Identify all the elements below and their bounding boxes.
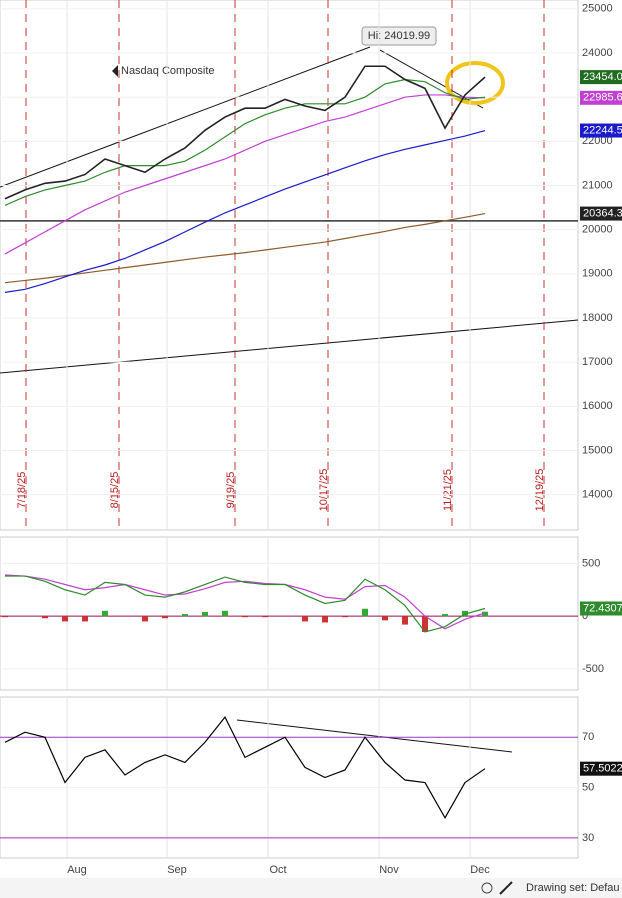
- y-tick-label: 19000: [582, 268, 613, 280]
- y-tick-label: 20000: [582, 224, 613, 236]
- chart-title: Nasdaq Composite: [121, 65, 215, 77]
- rsi-line: [4, 716, 486, 819]
- x-tick-label: Dec: [470, 864, 490, 876]
- macd-histogram: [342, 616, 348, 618]
- macd-histogram: [162, 616, 168, 619]
- y-tick-label: 22000: [582, 135, 613, 147]
- last-value-box: [580, 70, 622, 85]
- series-line: [4, 212, 486, 284]
- last-value-label: 20364.3: [583, 207, 622, 219]
- rsi-tick-label: 30: [582, 832, 594, 844]
- y-tick-label: 16000: [582, 400, 613, 412]
- date-marker-label: 7/18/25: [16, 472, 28, 509]
- price-panel: [0, 0, 579, 531]
- macd-histogram: [402, 616, 408, 625]
- last-value-label: 23454.0: [583, 71, 622, 83]
- draw-icon: [499, 881, 513, 895]
- date-marker-label: 11/21/25: [442, 469, 454, 511]
- last-value-label: 57.5022: [583, 763, 622, 775]
- macd-histogram: [262, 616, 268, 618]
- highlight: [445, 61, 505, 105]
- macd-histogram: [482, 611, 488, 617]
- x-tick-label: Oct: [269, 864, 286, 876]
- macd-histogram: [2, 616, 8, 618]
- macd-histogram: [182, 614, 188, 617]
- last-value-label: 22985.6: [583, 92, 622, 104]
- y-tick-label: 18000: [582, 312, 613, 324]
- macd-histogram: [62, 616, 68, 622]
- macd-tick-label: 0: [582, 610, 588, 622]
- toolbar-text: Drawing set: Defau: [526, 882, 620, 894]
- macd-histogram: [442, 614, 448, 617]
- macd-histogram: [382, 616, 388, 621]
- x-tick-label: Aug: [67, 864, 87, 876]
- trendline: [379, 49, 484, 109]
- trendline: [0, 319, 579, 374]
- macd-tick-label: -500: [582, 663, 604, 675]
- macd-histogram: [142, 616, 148, 622]
- rsi-tick-label: 50: [582, 781, 594, 793]
- crosshair-icon: [481, 882, 493, 894]
- macd-histogram: [222, 610, 228, 617]
- last-value-box: [580, 123, 622, 138]
- date-marker-label: 12/19/25: [534, 469, 546, 512]
- x-tick-label: Nov: [379, 864, 399, 876]
- last-value-label: 22244.5: [583, 124, 622, 136]
- macd-histogram: [102, 610, 108, 617]
- last-value-box: [580, 90, 622, 105]
- date-marker-label: 8/15/25: [109, 472, 121, 509]
- macd-signal: [4, 574, 486, 630]
- date-marker-label: 9/19/25: [225, 472, 237, 509]
- last-value-label: 72.4307: [583, 602, 622, 614]
- macd-line: [5, 575, 486, 633]
- macd-histogram: [82, 616, 88, 622]
- macd-histogram: [242, 616, 248, 618]
- macd-histogram: [42, 616, 48, 619]
- macd-tick-label: 500: [582, 557, 600, 569]
- macd-histogram: [202, 611, 208, 617]
- annotation: Hi: 24019.99: [368, 30, 430, 42]
- macd-panel: [0, 536, 579, 691]
- series-line: [4, 94, 486, 255]
- title-arrow: [112, 65, 118, 77]
- macd-histogram: [322, 616, 328, 623]
- y-tick-label: 25000: [582, 3, 613, 15]
- macd-histogram: [422, 616, 428, 632]
- y-tick-label: 21000: [582, 179, 613, 191]
- last-value-box: [580, 206, 622, 221]
- macd-histogram: [302, 616, 308, 622]
- series-line: [4, 129, 486, 293]
- macd-histogram: [362, 608, 368, 617]
- y-tick-label: 15000: [582, 444, 613, 456]
- rsi-panel: [0, 696, 579, 859]
- trendline: [0, 46, 371, 188]
- x-tick-label: Sep: [167, 864, 187, 876]
- toolbar: [0, 878, 622, 898]
- last-value-box: [580, 601, 622, 616]
- series-line: [4, 65, 486, 200]
- annotation-box: [361, 26, 437, 46]
- y-tick-label: 24000: [582, 47, 613, 59]
- rsi-tick-label: 70: [582, 731, 594, 743]
- rsi-trendline: [236, 719, 513, 753]
- date-marker-label: 10/17/25: [318, 469, 330, 512]
- last-value-box: [580, 761, 622, 776]
- y-tick-label: 14000: [582, 489, 613, 501]
- y-tick-label: 17000: [582, 356, 613, 368]
